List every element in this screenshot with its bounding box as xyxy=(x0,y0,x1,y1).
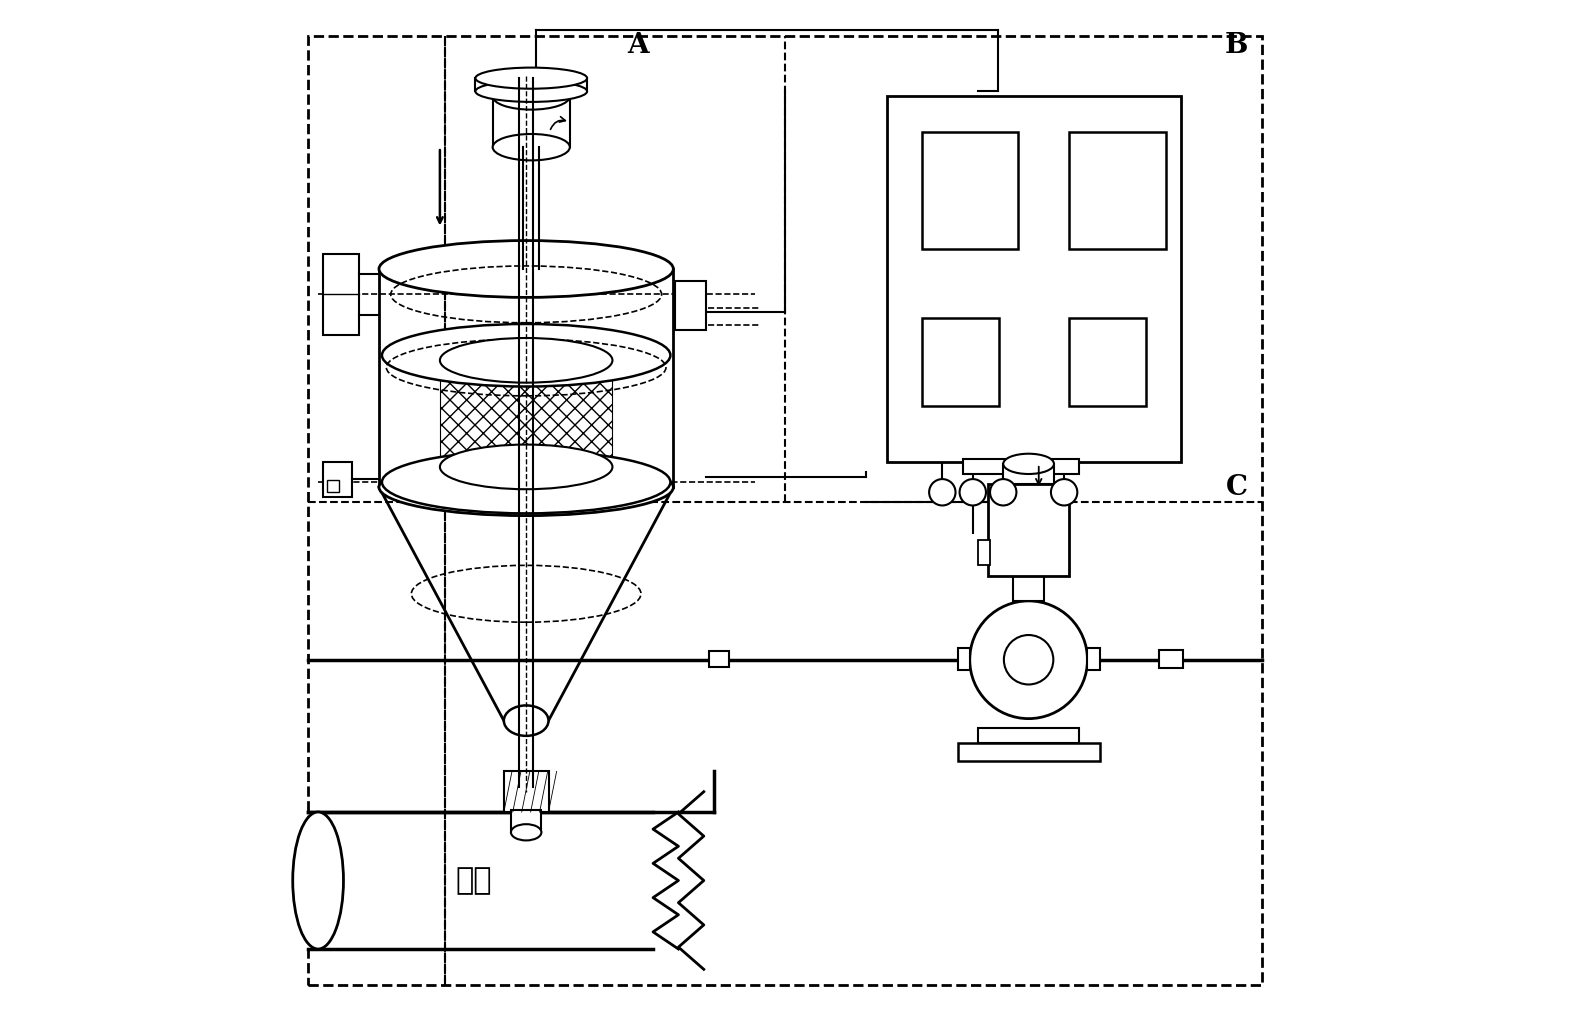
Text: A: A xyxy=(626,32,648,59)
Ellipse shape xyxy=(378,241,674,297)
Text: C: C xyxy=(1226,474,1248,500)
Bar xyxy=(504,771,548,812)
Bar xyxy=(922,319,999,406)
Ellipse shape xyxy=(510,824,542,840)
Circle shape xyxy=(929,479,956,505)
Ellipse shape xyxy=(382,451,670,514)
Bar xyxy=(962,459,1079,474)
Bar xyxy=(327,480,339,492)
Ellipse shape xyxy=(493,83,570,110)
Circle shape xyxy=(1003,635,1053,684)
Bar xyxy=(323,254,358,335)
Ellipse shape xyxy=(1003,454,1053,474)
Ellipse shape xyxy=(504,705,548,736)
Circle shape xyxy=(970,601,1088,719)
Bar xyxy=(510,810,542,832)
Bar xyxy=(978,540,991,565)
Ellipse shape xyxy=(292,812,344,949)
Bar xyxy=(1159,650,1182,668)
Bar xyxy=(887,96,1181,462)
Ellipse shape xyxy=(476,68,587,88)
Circle shape xyxy=(991,479,1016,505)
Ellipse shape xyxy=(382,324,670,387)
Bar xyxy=(1003,464,1053,484)
Circle shape xyxy=(1050,479,1077,505)
Bar xyxy=(323,462,352,497)
Ellipse shape xyxy=(476,81,587,102)
Ellipse shape xyxy=(378,459,674,516)
Bar xyxy=(1069,319,1146,406)
Bar xyxy=(675,281,706,330)
Bar xyxy=(1069,132,1165,249)
Bar xyxy=(978,728,1079,743)
Text: 烟道: 烟道 xyxy=(455,866,491,895)
Ellipse shape xyxy=(493,134,570,160)
Bar xyxy=(988,484,1069,576)
Bar xyxy=(710,651,728,667)
Circle shape xyxy=(959,479,986,505)
Bar xyxy=(440,360,612,467)
Ellipse shape xyxy=(440,338,612,383)
Bar xyxy=(922,132,1019,249)
Bar xyxy=(958,743,1099,761)
Text: B: B xyxy=(1225,32,1248,59)
Bar xyxy=(1013,576,1044,601)
Ellipse shape xyxy=(440,445,612,489)
Bar xyxy=(1088,648,1099,670)
Bar xyxy=(958,648,970,670)
